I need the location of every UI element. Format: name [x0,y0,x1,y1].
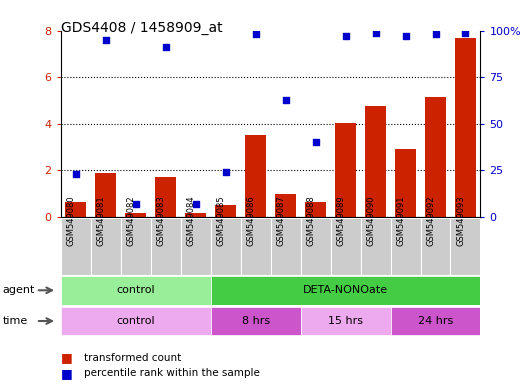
Text: DETA-NONOate: DETA-NONOate [303,285,388,295]
Bar [361,218,391,275]
Bar [300,307,391,335]
Bar [91,218,121,275]
Bar [335,122,356,217]
Point [131,201,140,207]
Bar [450,218,480,275]
Point [312,139,320,146]
Text: GSM549081: GSM549081 [97,195,106,246]
Bar [95,173,116,217]
Point [341,33,350,40]
Bar [275,194,296,217]
Text: GSM549087: GSM549087 [277,195,286,246]
Text: GSM549088: GSM549088 [307,195,316,246]
Text: percentile rank within the sample: percentile rank within the sample [84,368,260,378]
Text: GSM549090: GSM549090 [366,195,375,246]
Bar [391,307,480,335]
Point [371,30,380,36]
Text: GDS4408 / 1458909_at: GDS4408 / 1458909_at [61,21,222,35]
Bar [331,218,361,275]
Bar [241,218,271,275]
Text: GSM549092: GSM549092 [427,195,436,246]
Bar [181,218,211,275]
Bar [61,307,211,335]
Bar [211,276,480,305]
Text: 15 hrs: 15 hrs [328,316,363,326]
Bar [425,97,446,217]
Text: GSM549093: GSM549093 [457,195,466,246]
Point [101,37,110,43]
Bar [391,218,420,275]
Text: transformed count: transformed count [84,353,182,363]
Bar [211,218,241,275]
Bar [121,218,150,275]
Point [192,201,200,207]
Bar [455,38,476,217]
Point [281,96,290,103]
Text: control: control [116,316,155,326]
Bar [211,307,300,335]
Text: GSM549089: GSM549089 [336,195,345,246]
Bar [61,276,211,305]
Point [401,33,410,40]
Bar [305,202,326,217]
Text: agent: agent [3,285,35,295]
Point [71,171,80,177]
Point [162,45,170,51]
Bar [125,214,146,217]
Bar [155,177,176,217]
Bar [215,205,236,217]
Point [251,31,260,38]
Bar [61,218,91,275]
Bar [271,218,300,275]
Point [221,169,230,175]
Text: control: control [116,285,155,295]
Text: 8 hrs: 8 hrs [241,316,270,326]
Text: GSM549080: GSM549080 [67,195,76,246]
Point [461,30,470,36]
Bar [420,218,450,275]
Text: 24 hrs: 24 hrs [418,316,453,326]
Bar [245,136,266,217]
Text: GSM549085: GSM549085 [216,195,225,246]
Text: GSM549086: GSM549086 [247,195,256,246]
Bar [185,214,206,217]
Text: GSM549082: GSM549082 [127,195,136,246]
Text: GSM549084: GSM549084 [186,195,196,246]
Text: ■: ■ [61,367,72,380]
Text: GSM549091: GSM549091 [397,195,406,246]
Text: ■: ■ [61,351,72,364]
Bar [150,218,181,275]
Bar [395,149,416,217]
Point [431,31,440,38]
Text: GSM549083: GSM549083 [157,195,166,246]
Text: time: time [3,316,28,326]
Bar [65,202,86,217]
Bar [365,106,386,217]
Bar [300,218,331,275]
